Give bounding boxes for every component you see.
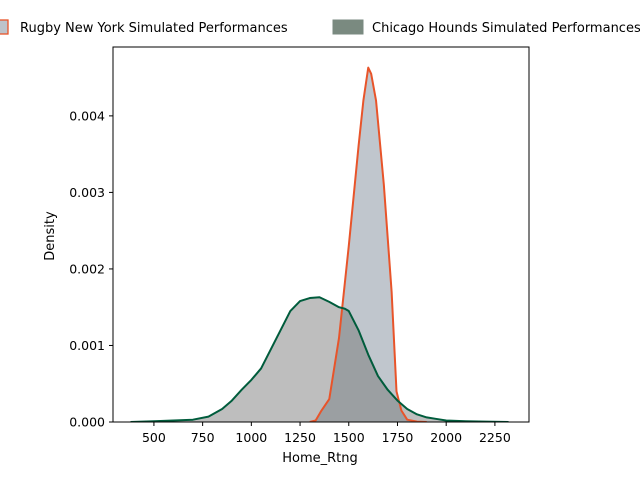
x-tick-label: 1500 <box>333 430 365 445</box>
x-tick-label: 1750 <box>382 430 414 445</box>
y-tick-label: 0.000 <box>69 415 105 430</box>
y-axis-label: Density <box>43 211 58 261</box>
legend-swatch-chicago <box>332 19 364 35</box>
density-line-rugby <box>309 66 427 422</box>
legend-label-chicago: Chicago Hounds Simulated Performances <box>372 21 640 36</box>
x-tick-label: 1250 <box>284 430 316 445</box>
density-line-chicago <box>130 296 509 422</box>
density-fill-rugby <box>309 67 427 422</box>
x-tick-label: 750 <box>191 430 215 445</box>
plot-frame <box>112 46 530 423</box>
x-tick-label: 2250 <box>479 430 511 445</box>
y-tick-label: 0.002 <box>69 261 105 276</box>
legend: Rugby New York Simulated Performances Ch… <box>0 19 640 36</box>
y-axis-ticks: 0.000 0.001 0.002 0.003 0.004 <box>69 108 113 430</box>
y-tick-label: 0.003 <box>69 185 105 200</box>
x-tick-label: 1000 <box>235 430 267 445</box>
x-tick-label: 500 <box>142 430 166 445</box>
legend-swatch-rugby <box>0 19 9 35</box>
x-tick-label: 2000 <box>430 430 462 445</box>
legend-label-rugby: Rugby New York Simulated Performances <box>20 21 288 36</box>
x-axis-ticks: 500 750 1000 1250 1500 1750 2000 2250 <box>142 422 511 445</box>
y-tick-label: 0.001 <box>69 338 105 353</box>
y-tick-label: 0.004 <box>69 108 105 123</box>
density-fill-chicago <box>130 297 509 422</box>
plot-area <box>112 46 530 423</box>
x-axis-label: Home_Rtng <box>282 451 358 466</box>
